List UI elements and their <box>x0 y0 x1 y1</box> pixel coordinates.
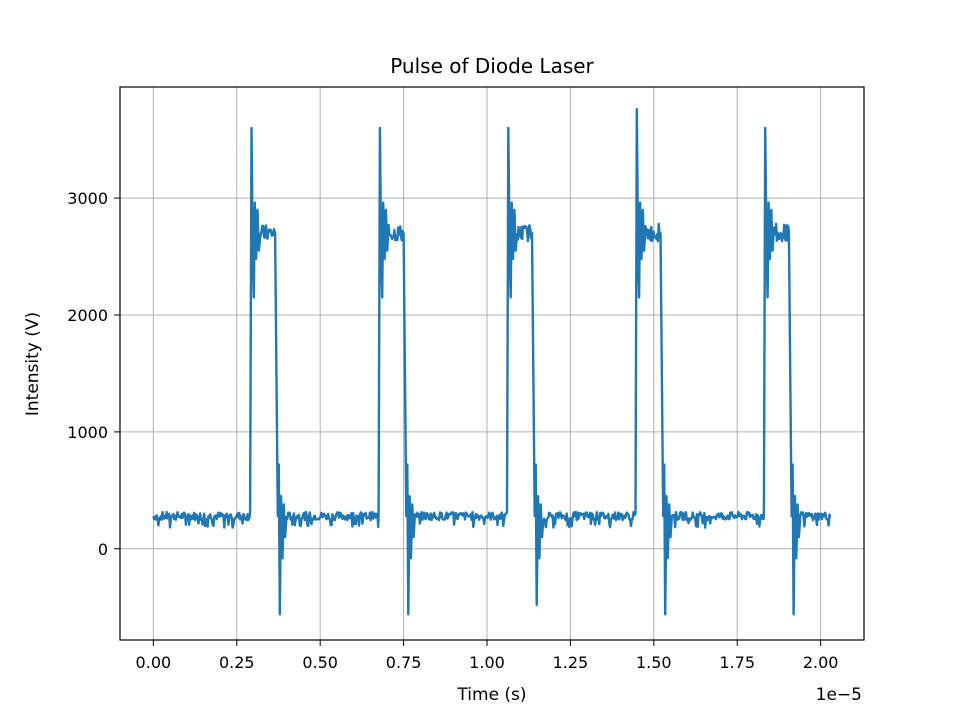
x-tick-label: 0.75 <box>386 653 422 672</box>
y-tick-label: 2000 <box>67 306 108 325</box>
x-tick-label: 1.25 <box>553 653 589 672</box>
x-tick-label: 0.00 <box>136 653 172 672</box>
plot-frame <box>119 86 865 641</box>
y-tick-label: 3000 <box>67 189 108 208</box>
x-tick-label: 1.00 <box>469 653 505 672</box>
signal-line <box>152 108 832 616</box>
x-tick-label: 0.25 <box>219 653 255 672</box>
x-tick-label: 1.50 <box>636 653 672 672</box>
y-tick-label: 1000 <box>67 423 108 442</box>
x-tick-label: 0.50 <box>302 653 338 672</box>
y-axis-label: Intensity (V) <box>23 312 43 416</box>
x-tick-label: 2.00 <box>803 653 839 672</box>
x-axis-label: Time (s) <box>456 685 526 705</box>
series-layer <box>152 108 832 616</box>
grid <box>120 87 864 640</box>
x-tick-label: 1.75 <box>719 653 755 672</box>
x-axis-offset-label: 1e−5 <box>816 685 862 705</box>
chart-title: Pulse of Diode Laser <box>390 54 594 78</box>
x-axis-ticks: 0.00 0.25 0.50 0.75 1.00 1.25 1.50 1.75 2.00 <box>136 640 839 672</box>
y-tick-label: 0 <box>98 540 108 559</box>
y-axis-ticks: 0 1000 2000 3000 <box>67 189 120 559</box>
